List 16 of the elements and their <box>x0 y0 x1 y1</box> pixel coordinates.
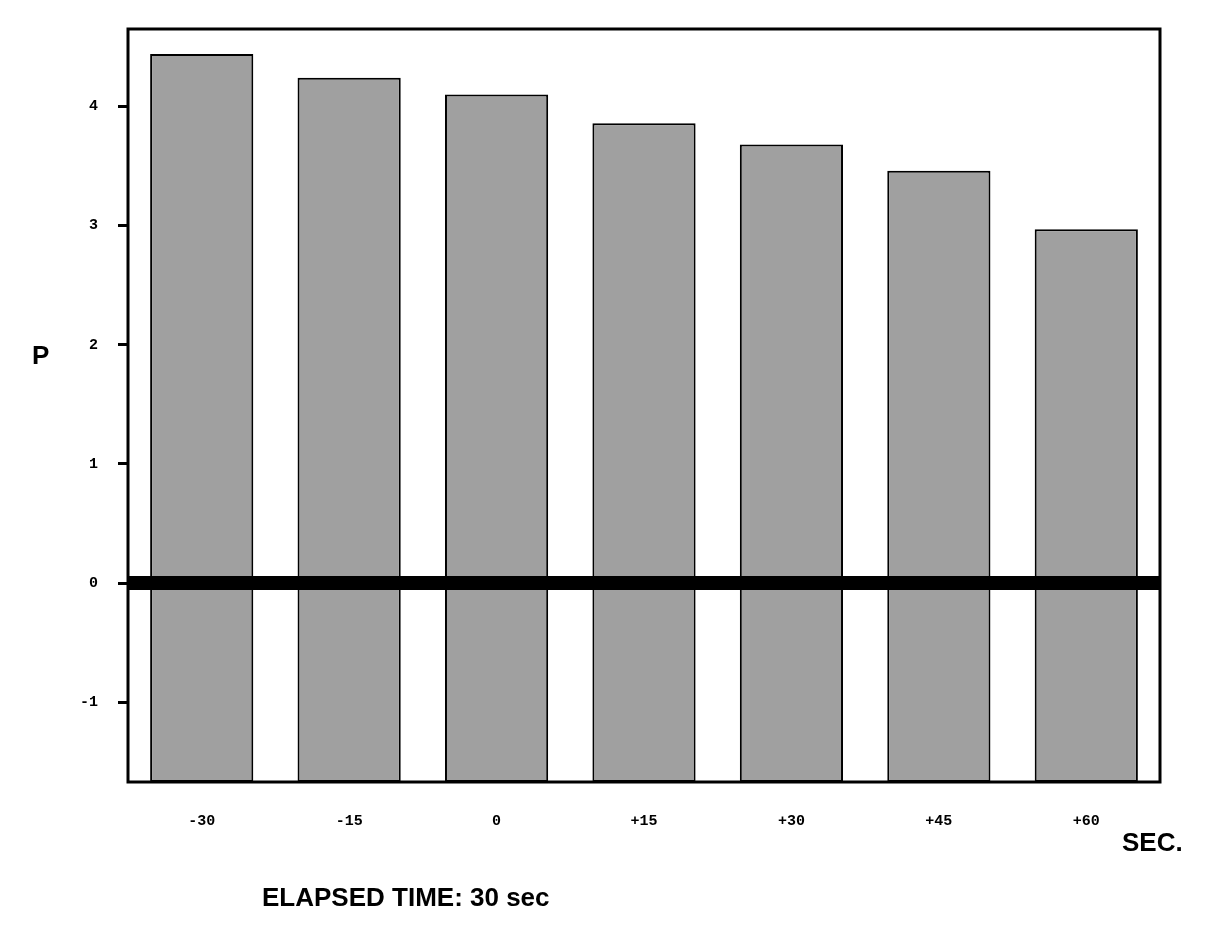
y-tick-label: -1 <box>79 693 98 711</box>
text: ELAPSED TIME: 30 sec <box>262 882 550 913</box>
x-tick-label: +60 <box>1072 812 1100 830</box>
y-tick-label: 3 <box>88 217 98 235</box>
x-tick-label: +45 <box>925 812 953 830</box>
y-axis-title: P <box>32 340 50 371</box>
x-tick-label: -30 <box>188 812 216 830</box>
x-tick-label: 0 <box>492 812 502 830</box>
y-tick-label: 4 <box>88 98 98 116</box>
x-tick-label: +15 <box>630 812 658 830</box>
y-tick-label: 1 <box>88 455 98 473</box>
x-tick-label: -15 <box>335 812 363 830</box>
y-tick-label: 2 <box>88 336 98 354</box>
x-axis-title: SEC. <box>1122 827 1183 858</box>
x-tick-label: +30 <box>777 812 805 830</box>
y-tick-label: 0 <box>88 574 98 592</box>
